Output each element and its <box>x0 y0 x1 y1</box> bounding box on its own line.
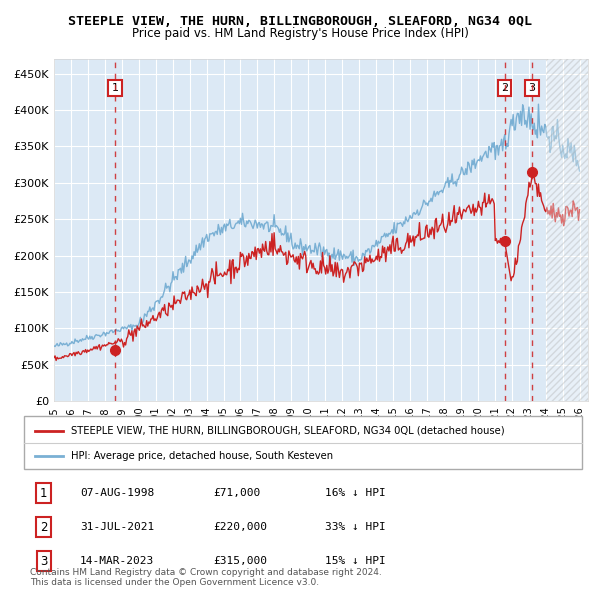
Text: 31-JUL-2021: 31-JUL-2021 <box>80 522 154 532</box>
Text: Price paid vs. HM Land Registry's House Price Index (HPI): Price paid vs. HM Land Registry's House … <box>131 27 469 40</box>
Text: £220,000: £220,000 <box>214 522 268 532</box>
Text: 16% ↓ HPI: 16% ↓ HPI <box>325 489 386 498</box>
Text: 07-AUG-1998: 07-AUG-1998 <box>80 489 154 498</box>
Text: Contains HM Land Registry data © Crown copyright and database right 2024.
This d: Contains HM Land Registry data © Crown c… <box>30 568 382 587</box>
Text: 3: 3 <box>529 83 536 93</box>
Text: 2: 2 <box>501 83 508 93</box>
Text: HPI: Average price, detached house, South Kesteven: HPI: Average price, detached house, Sout… <box>71 451 334 461</box>
Text: 33% ↓ HPI: 33% ↓ HPI <box>325 522 386 532</box>
Text: 1: 1 <box>40 487 47 500</box>
Text: STEEPLE VIEW, THE HURN, BILLINGBOROUGH, SLEAFORD, NG34 0QL: STEEPLE VIEW, THE HURN, BILLINGBOROUGH, … <box>68 15 532 28</box>
Text: 2: 2 <box>40 521 47 534</box>
Bar <box>545 59 588 401</box>
Text: 14-MAR-2023: 14-MAR-2023 <box>80 556 154 566</box>
Text: 1: 1 <box>112 83 119 93</box>
Text: 3: 3 <box>40 555 47 568</box>
Text: STEEPLE VIEW, THE HURN, BILLINGBOROUGH, SLEAFORD, NG34 0QL (detached house): STEEPLE VIEW, THE HURN, BILLINGBOROUGH, … <box>71 426 505 436</box>
Text: £315,000: £315,000 <box>214 556 268 566</box>
FancyBboxPatch shape <box>24 416 582 469</box>
Text: 15% ↓ HPI: 15% ↓ HPI <box>325 556 386 566</box>
Text: £71,000: £71,000 <box>214 489 261 498</box>
